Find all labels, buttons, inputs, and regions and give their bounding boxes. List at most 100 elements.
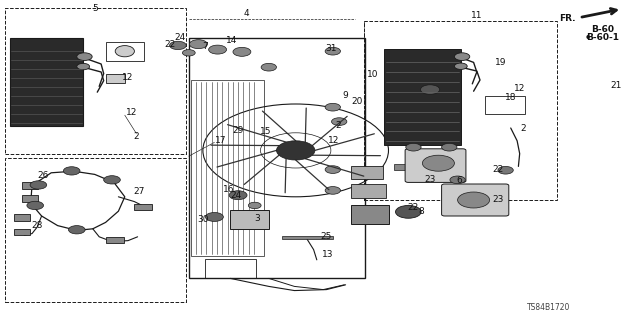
Text: •: •: [584, 33, 591, 43]
Bar: [351, 205, 389, 224]
Circle shape: [77, 63, 90, 70]
Bar: [384, 49, 461, 145]
Text: 26: 26: [38, 171, 49, 180]
Bar: [14, 214, 30, 221]
Bar: [364, 21, 557, 200]
Circle shape: [325, 166, 340, 173]
Text: 6: 6: [457, 176, 462, 185]
Text: 16: 16: [223, 185, 235, 194]
Circle shape: [248, 202, 261, 209]
Ellipse shape: [115, 46, 134, 57]
Bar: [230, 210, 269, 229]
Text: 9: 9: [343, 91, 348, 100]
Circle shape: [30, 181, 47, 189]
Circle shape: [104, 176, 120, 184]
Circle shape: [229, 191, 247, 200]
Text: 28: 28: [31, 221, 43, 230]
Text: 12: 12: [514, 84, 525, 92]
Text: 7: 7: [202, 42, 207, 51]
Bar: [134, 204, 152, 210]
Bar: [189, 38, 365, 278]
Circle shape: [205, 212, 223, 221]
Bar: [351, 184, 386, 198]
Bar: [106, 74, 125, 83]
Circle shape: [396, 205, 421, 218]
Text: 13: 13: [322, 250, 333, 259]
Circle shape: [77, 53, 92, 60]
Text: 15: 15: [260, 127, 271, 136]
Text: 19: 19: [495, 58, 506, 67]
Text: 17: 17: [215, 136, 227, 145]
Text: 22: 22: [492, 165, 504, 174]
Text: 12: 12: [328, 136, 340, 145]
Text: B-60: B-60: [591, 25, 614, 34]
Circle shape: [454, 53, 470, 60]
Circle shape: [454, 63, 467, 69]
Bar: [5, 8, 186, 154]
Circle shape: [325, 187, 340, 194]
Text: 5: 5: [92, 4, 97, 13]
Circle shape: [261, 63, 276, 71]
Text: 18: 18: [505, 93, 516, 102]
Text: 12: 12: [122, 73, 134, 82]
Text: 22: 22: [407, 203, 419, 212]
Text: 21: 21: [610, 81, 621, 90]
Circle shape: [420, 85, 440, 94]
Bar: [394, 164, 461, 170]
Bar: [22, 195, 38, 202]
Text: 27: 27: [134, 188, 145, 196]
Circle shape: [68, 226, 85, 234]
Circle shape: [63, 167, 80, 175]
Bar: [351, 166, 383, 179]
Circle shape: [332, 118, 347, 125]
Bar: [10, 38, 83, 126]
Bar: [22, 182, 38, 189]
Circle shape: [189, 40, 207, 49]
FancyBboxPatch shape: [405, 149, 466, 182]
Text: 10: 10: [367, 70, 378, 79]
Circle shape: [450, 176, 465, 184]
Circle shape: [276, 141, 315, 160]
Text: 30: 30: [198, 215, 209, 224]
Text: 8: 8: [419, 207, 424, 216]
Text: 2: 2: [335, 121, 340, 130]
Text: 20: 20: [351, 97, 363, 106]
Bar: [282, 236, 333, 239]
Text: 23: 23: [424, 175, 436, 184]
Circle shape: [325, 103, 340, 111]
Bar: [205, 259, 256, 278]
Text: 25: 25: [321, 232, 332, 241]
Text: 3: 3: [255, 214, 260, 223]
Text: B-60-1: B-60-1: [586, 33, 620, 42]
Text: TS84B1720: TS84B1720: [527, 303, 571, 312]
Circle shape: [406, 143, 421, 151]
Circle shape: [27, 201, 44, 210]
Text: FR.: FR.: [559, 14, 576, 23]
Text: 29: 29: [232, 126, 244, 135]
FancyBboxPatch shape: [442, 184, 509, 216]
Text: 2: 2: [134, 132, 139, 140]
Text: 12: 12: [125, 108, 137, 117]
Bar: [106, 237, 124, 243]
Bar: [485, 96, 525, 114]
Text: 14: 14: [226, 36, 237, 45]
Circle shape: [182, 50, 195, 56]
Bar: [191, 80, 264, 256]
Text: 11: 11: [471, 11, 483, 20]
Text: 23: 23: [492, 195, 504, 204]
Text: 31: 31: [326, 44, 337, 53]
Bar: [5, 158, 186, 302]
Circle shape: [170, 41, 186, 50]
Text: 2: 2: [521, 124, 526, 132]
Text: 22: 22: [164, 40, 175, 49]
Text: 24: 24: [175, 33, 186, 42]
Circle shape: [458, 192, 490, 208]
Text: 4: 4: [244, 9, 249, 18]
Circle shape: [422, 155, 454, 171]
Circle shape: [233, 47, 251, 56]
Circle shape: [209, 45, 227, 54]
Circle shape: [325, 47, 340, 55]
Text: 24: 24: [230, 191, 241, 200]
Circle shape: [442, 143, 457, 151]
Bar: [106, 42, 144, 61]
